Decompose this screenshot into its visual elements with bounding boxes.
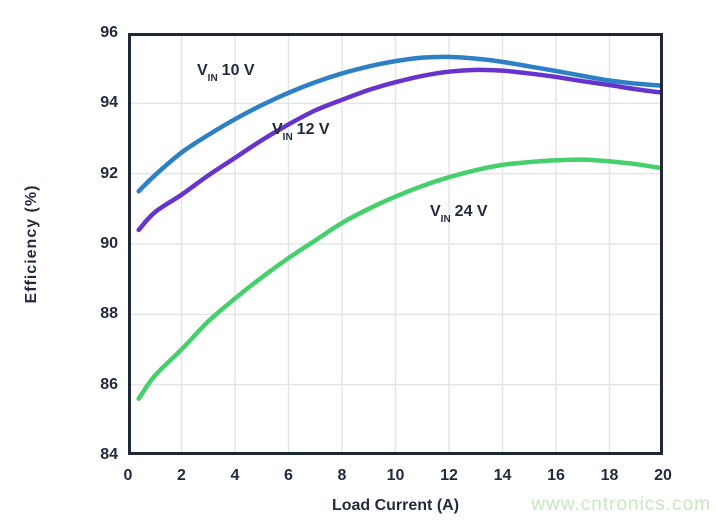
series-label-value: 24 V	[454, 203, 488, 220]
series-label-base: V	[197, 62, 208, 79]
y-tick-label: 86	[100, 375, 118, 393]
x-tick-label: 10	[386, 467, 405, 484]
plot-svg	[128, 33, 663, 455]
series-label-base: V	[272, 121, 283, 138]
x-tick-label: 16	[547, 467, 565, 484]
series-label-sub: IN	[440, 214, 451, 226]
x-tick-label: 18	[600, 467, 619, 484]
watermark: www.cntronics.com	[531, 494, 711, 515]
plot-border	[128, 33, 663, 455]
y-tick-label: 92	[100, 164, 118, 182]
y-tick-label: 96	[100, 24, 118, 41]
x-tick-label: 4	[230, 467, 240, 484]
series-label-sub: IN	[207, 73, 218, 85]
series-label-base: V	[430, 203, 441, 220]
series-label-vin-24v: VIN 24 V	[430, 203, 488, 226]
curves	[136, 54, 663, 401]
curve-vin-10v	[136, 54, 663, 194]
x-tick-label: 20	[654, 467, 672, 484]
curve-vin-24v	[136, 157, 663, 401]
x-axis-title: Load Current (A)	[331, 497, 460, 514]
x-tick-label: 2	[177, 467, 186, 484]
curve-vin-12v	[136, 67, 663, 233]
grid-lines	[128, 33, 663, 455]
series-label-value: 12 V	[296, 121, 330, 138]
series-label-vin-10v: VIN 10 V	[197, 62, 255, 85]
y-tick-label: 94	[100, 94, 118, 112]
x-tick-label: 14	[493, 467, 512, 484]
x-tick-label: 0	[123, 467, 133, 484]
x-tick-label: 6	[284, 467, 293, 484]
x-tick-label: 8	[337, 467, 347, 484]
series-label-value: 10 V	[221, 62, 255, 79]
x-tick-label: 12	[440, 467, 458, 484]
y-tick-label: 90	[100, 235, 118, 252]
series-label-sub: IN	[282, 132, 293, 144]
series-label-vin-12v: VIN 12 V	[272, 121, 330, 144]
y-tick-label: 88	[100, 305, 118, 323]
y-tick-label: 84	[100, 446, 118, 463]
y-axis-title: Efficiency (%)	[23, 184, 40, 304]
